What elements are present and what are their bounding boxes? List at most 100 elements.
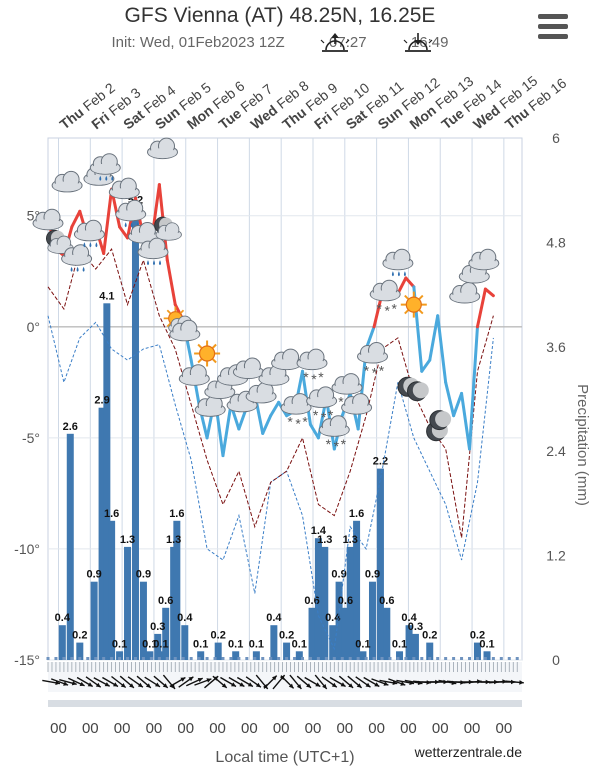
precip-value-label: 0.6 [158, 595, 173, 607]
wind-arrow [347, 675, 363, 689]
wind-arrow [85, 676, 102, 688]
svg-text:*: * [379, 363, 385, 379]
precip-trace-bar [133, 657, 137, 660]
precip-value-label: 0.9 [365, 569, 380, 581]
precip-value-label: 0.2 [279, 630, 294, 642]
precip-trace-bar [126, 657, 130, 660]
precip-trace-bar [507, 657, 511, 660]
svg-text:*: * [295, 416, 301, 432]
precip-trace-bar [491, 657, 495, 660]
snow-cloud-icon: *** [296, 348, 328, 387]
precip-trace-bar [515, 657, 519, 660]
precip-trace-bar [332, 657, 336, 660]
precip-value-label: 1.4 [311, 525, 327, 537]
precip-trace-bar [70, 657, 74, 660]
precip-bar [173, 520, 181, 660]
rain-cloud-icon [137, 237, 169, 266]
precip-trace-bar [181, 657, 185, 660]
precip-bar [295, 651, 303, 660]
precip-bar [383, 607, 391, 660]
y2-tick-label: 2.4 [546, 443, 566, 459]
svg-text:*: * [338, 394, 344, 410]
wind-arrow [194, 678, 212, 686]
temperature-line [460, 391, 472, 451]
precip-value-label: 0.4 [177, 612, 193, 624]
precip-value-label: 0.1 [153, 638, 168, 650]
svg-text:*: * [311, 371, 317, 387]
precip-trace-bar [189, 657, 193, 660]
precip-value-label: 1.6 [349, 508, 364, 520]
x-tick-label: 00 [114, 720, 131, 737]
precip-value-label: 0.6 [304, 595, 319, 607]
temperature-line [221, 403, 233, 458]
sunrise-time: 07:27 [329, 34, 367, 51]
y2-tick-label: 0 [552, 652, 560, 668]
precip-trace-bar [420, 657, 424, 660]
x-axis-label: Local time (UTC+1) [215, 749, 354, 766]
credit-label: wetterzentrale.de [414, 744, 523, 760]
svg-text:*: * [376, 300, 382, 316]
wind-arrow [42, 679, 61, 685]
precip-trace-bar [54, 657, 58, 660]
precip-value-label: 0.1 [392, 638, 407, 650]
y2-tick-label: 4.8 [546, 234, 566, 250]
y2-tick-label: 1.2 [546, 548, 566, 564]
precip-value-label: 0.2 [72, 630, 87, 642]
wind-arrow [127, 676, 144, 688]
precip-value-label: 0.1 [142, 638, 157, 650]
temperature-line [269, 400, 281, 418]
wind-arrow [59, 679, 77, 686]
chart-title: GFS Vienna (AT) 48.25N, 16.25E [124, 4, 436, 27]
precip-bar [131, 207, 139, 660]
temperature-line [468, 325, 479, 451]
wind-arrow [505, 680, 524, 685]
precip-trace-bar [388, 657, 392, 660]
wind-arrow [388, 678, 406, 686]
precip-trace-bar [300, 657, 304, 660]
precip-bar [66, 433, 74, 660]
precip-bar [103, 303, 111, 660]
precip-trace-bar [46, 657, 50, 660]
precip-value-label: 0.3 [408, 621, 423, 633]
precip-value-label: 1.3 [166, 534, 181, 546]
precip-trace-bar [316, 657, 320, 660]
svg-text:*: * [391, 300, 397, 316]
x-tick-label: 00 [496, 720, 513, 737]
precip-bar [232, 651, 240, 660]
precip-bar [98, 407, 106, 660]
precip-value-label: 0.2 [422, 630, 437, 642]
precip-bar [473, 642, 481, 660]
precip-trace-bar [118, 657, 122, 660]
precip-trace-bar [261, 657, 265, 660]
precip-trace-bar [412, 657, 416, 660]
precip-trace-bar [269, 657, 273, 660]
precip-trace-bar [221, 657, 225, 660]
precip-value-label: 0.4 [325, 612, 341, 624]
precip-bar [359, 651, 367, 660]
snow-cloud-icon: *** [369, 279, 401, 318]
x-tick-label: 00 [50, 720, 67, 737]
x-tick-label: 00 [400, 720, 417, 737]
svg-text:*: * [318, 369, 324, 385]
dewpoint-line [47, 248, 494, 538]
temperature-line [261, 414, 273, 435]
wind-arrow [321, 676, 338, 688]
wind-arrow [263, 675, 278, 689]
wind-arrow [304, 676, 321, 688]
precip-bar [405, 625, 413, 660]
precip-trace-bar [404, 657, 408, 660]
rain-cloud-icon [73, 219, 105, 248]
precip-value-label: 0.4 [401, 612, 417, 624]
temperature-line [452, 391, 464, 418]
precip-trace-bar [102, 657, 106, 660]
svg-text:*: * [287, 414, 293, 430]
svg-text:*: * [303, 369, 309, 385]
precip-trace-bar [396, 657, 400, 660]
precip-trace-bar [237, 657, 241, 660]
x-tick-label: 00 [146, 720, 163, 737]
svg-text:*: * [384, 302, 390, 318]
wind-arrow [162, 674, 176, 690]
wind-arrow [212, 675, 228, 689]
hamburger-menu-icon[interactable] [538, 14, 568, 40]
timeline-bar [48, 700, 522, 707]
